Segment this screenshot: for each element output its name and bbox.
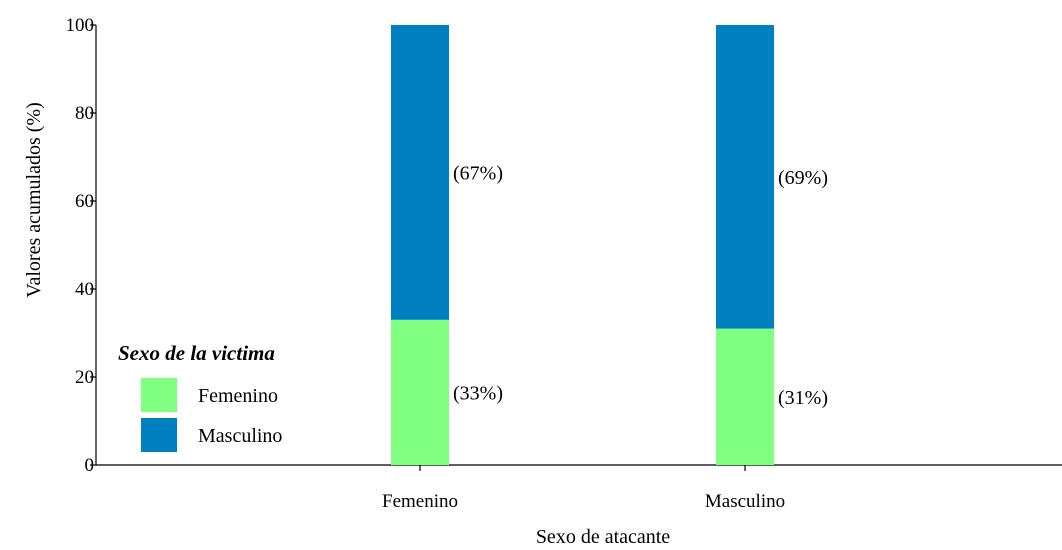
- y-tick-label: 40: [75, 279, 94, 300]
- legend-swatch-masculino: [141, 418, 177, 452]
- legend-label: Masculino: [198, 425, 282, 447]
- y-tick-label: 20: [75, 367, 94, 388]
- bar-segment-femenino-femenino: [391, 319, 449, 465]
- y-axis: 0 20 40 60 80 100: [66, 15, 97, 476]
- data-label: (69%): [778, 167, 828, 189]
- x-tick-label: Masculino: [705, 491, 785, 512]
- data-label: (33%): [453, 382, 503, 404]
- y-tick-label: 60: [75, 191, 94, 212]
- data-label: (67%): [453, 162, 503, 184]
- data-label: (31%): [778, 387, 828, 409]
- bars: [391, 25, 774, 465]
- legend-title: Sexo de la victima: [118, 341, 275, 365]
- y-tick-label: 100: [66, 15, 95, 36]
- y-tick-label: 80: [75, 103, 94, 124]
- y-axis-title: Valores acumulados (%): [23, 102, 45, 298]
- legend-swatch-femenino: [141, 378, 177, 412]
- data-labels: (33%) (67%) (31%) (69%): [453, 162, 828, 408]
- bar-segment-femenino-masculino: [716, 328, 774, 465]
- x-tick-label: Femenino: [382, 491, 458, 512]
- legend: Sexo de la victima Femenino Masculino: [118, 341, 282, 452]
- legend-label: Femenino: [198, 385, 278, 407]
- x-axis-title: Sexo de atacante: [536, 526, 670, 548]
- y-tick-label: 0: [85, 455, 95, 476]
- bar-segment-masculino-masculino: [716, 25, 774, 329]
- bar-segment-masculino-femenino: [391, 25, 449, 320]
- x-axis: Femenino Masculino: [96, 464, 1062, 512]
